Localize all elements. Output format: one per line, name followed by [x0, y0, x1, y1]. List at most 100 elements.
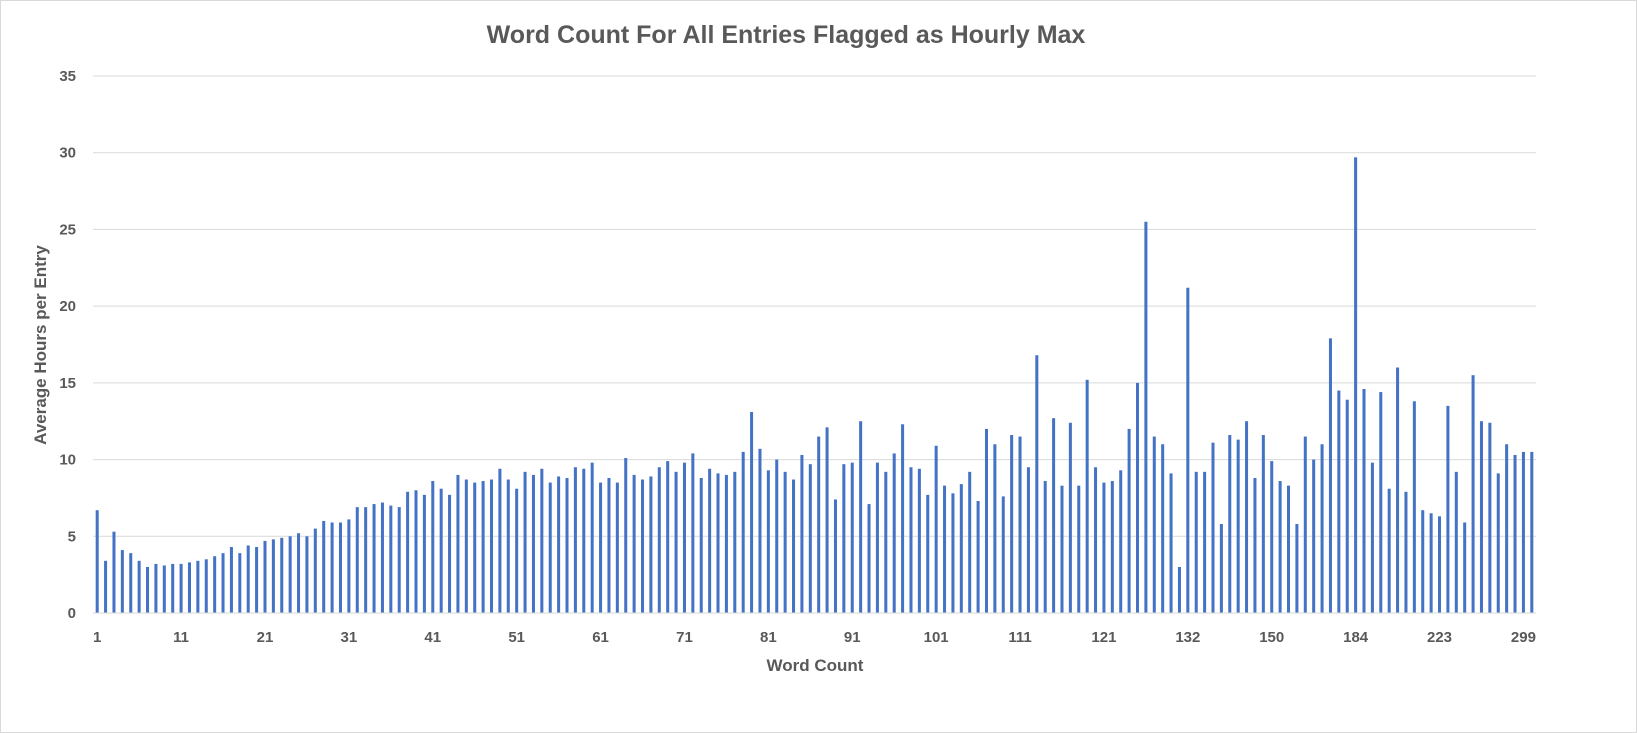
- bar: [1169, 473, 1173, 613]
- y-tick-label: 0: [68, 605, 76, 622]
- bar: [464, 479, 468, 613]
- bar: [187, 562, 191, 613]
- bar: [338, 522, 342, 613]
- bar: [456, 474, 460, 613]
- bar: [280, 537, 284, 613]
- bar: [288, 536, 292, 613]
- bar: [1488, 422, 1492, 613]
- bar: [582, 468, 586, 613]
- bar: [1094, 467, 1098, 613]
- bar: [1077, 485, 1081, 613]
- bar: [330, 522, 334, 613]
- y-tick-label: 30: [59, 145, 76, 162]
- bar: [1110, 481, 1114, 613]
- bar: [766, 470, 770, 613]
- bar: [859, 421, 863, 613]
- bar: [1312, 459, 1316, 613]
- bar: [137, 560, 141, 613]
- bar: [1060, 485, 1064, 613]
- bar: [146, 566, 150, 613]
- bar: [792, 479, 796, 613]
- bar: [1245, 421, 1249, 613]
- x-tick-label: 41: [424, 629, 441, 646]
- bar: [171, 563, 175, 613]
- bar: [682, 462, 686, 613]
- bar: [414, 490, 418, 613]
- bar: [1463, 522, 1467, 613]
- bar: [984, 428, 988, 613]
- bar: [523, 471, 527, 613]
- bar: [1370, 462, 1374, 613]
- bar: [389, 505, 393, 613]
- y-tick-label: 15: [59, 375, 76, 392]
- bar: [1387, 488, 1391, 613]
- x-tick-label: 91: [844, 629, 861, 646]
- bar: [179, 563, 183, 613]
- bar: [1287, 485, 1291, 613]
- bar: [246, 545, 250, 613]
- y-tick-label: 35: [59, 68, 76, 85]
- bar: [875, 462, 879, 613]
- bar: [364, 507, 368, 613]
- bar: [573, 467, 577, 613]
- bar: [1102, 482, 1106, 613]
- bar: [1513, 454, 1517, 613]
- bar: [1446, 405, 1450, 613]
- bar: [850, 462, 854, 613]
- bar: [607, 477, 611, 613]
- bar: [263, 540, 267, 613]
- bar: [1018, 436, 1022, 613]
- bar: [313, 528, 317, 613]
- bar: [1496, 473, 1500, 613]
- bar: [1471, 375, 1475, 613]
- bar: [1219, 524, 1223, 613]
- bar: [548, 482, 552, 613]
- bar: [884, 471, 888, 613]
- x-tick-label: 150: [1259, 629, 1284, 646]
- bar: [641, 479, 645, 613]
- bar: [557, 476, 561, 613]
- bar: [1052, 418, 1056, 613]
- bar: [1396, 367, 1400, 613]
- x-tick-label: 31: [341, 629, 358, 646]
- bar: [540, 468, 544, 613]
- bar: [1362, 388, 1366, 613]
- bar: [808, 464, 812, 613]
- bar: [1530, 451, 1534, 613]
- x-tick-label: 121: [1091, 629, 1116, 646]
- bar: [129, 553, 133, 613]
- y-tick-label: 25: [59, 221, 76, 238]
- y-tick-label: 10: [59, 452, 76, 469]
- bar: [515, 488, 519, 613]
- bar: [406, 491, 410, 613]
- bar: [322, 520, 326, 613]
- bar: [842, 464, 846, 613]
- bar: [1236, 439, 1240, 613]
- chart-title: Word Count For All Entries Flagged as Ho…: [487, 21, 1086, 49]
- bar: [674, 471, 678, 613]
- bar: [741, 451, 745, 613]
- bar: [951, 493, 955, 613]
- bar: [498, 468, 502, 613]
- bar: [1404, 491, 1408, 613]
- bar: [422, 494, 426, 613]
- y-axis-label: Average Hours per Entry: [31, 245, 50, 445]
- bar: [783, 471, 787, 613]
- bar: [632, 474, 636, 613]
- bar: [1161, 444, 1165, 613]
- bar: [708, 468, 712, 613]
- x-tick-label: 299: [1511, 629, 1536, 646]
- bar: [1135, 382, 1140, 613]
- bar: [1345, 399, 1349, 613]
- bar: [917, 468, 921, 613]
- bar: [691, 453, 695, 613]
- x-tick-label: 11: [173, 629, 189, 646]
- bar: [825, 427, 829, 613]
- bar: [439, 488, 443, 613]
- bar: [565, 477, 569, 613]
- bar: [993, 444, 997, 613]
- y-tick-label: 20: [59, 298, 76, 315]
- bar: [1119, 470, 1123, 613]
- bar: [1295, 524, 1299, 613]
- bar: [1521, 451, 1525, 613]
